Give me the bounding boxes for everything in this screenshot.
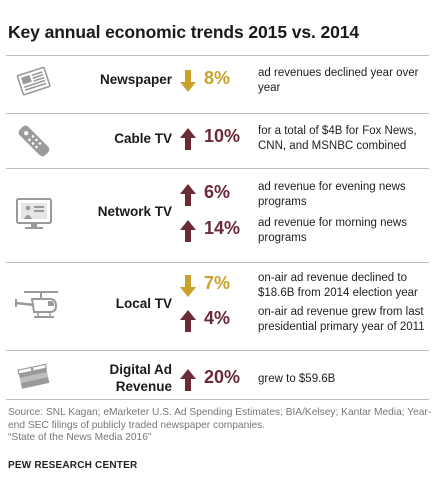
metric-value: 20% bbox=[204, 367, 241, 387]
metric-description: on-air ad revenue grew from last preside… bbox=[258, 306, 425, 333]
metric-description: ad revenue for evening news programs bbox=[258, 181, 406, 208]
row-separator bbox=[6, 113, 429, 114]
row-separator bbox=[6, 350, 429, 351]
source-text: Source: SNL Kagan; eMarketer U.S. Ad Spe… bbox=[8, 407, 432, 431]
source-note: Source: SNL Kagan; eMarketer U.S. Ad Spe… bbox=[8, 407, 438, 445]
metric-description: ad revenues declined year over year bbox=[258, 67, 419, 94]
newspaper-icon bbox=[14, 62, 54, 102]
up-arrow-icon bbox=[180, 310, 196, 332]
money-stack-icon bbox=[14, 356, 54, 396]
source-report: “State of the News Media 2016” bbox=[8, 432, 152, 443]
row-label-newspaper: Newspaper bbox=[99, 72, 172, 87]
row-separator bbox=[6, 168, 429, 169]
brand-logo-text: PEW RESEARCH CENTER bbox=[8, 460, 138, 471]
metric-value: 14% bbox=[204, 218, 241, 238]
row-label-network-tv: Network TV bbox=[97, 204, 172, 219]
up-arrow-icon bbox=[180, 220, 196, 242]
down-arrow-icon bbox=[180, 70, 196, 92]
metric-description: for a total of $4B for Fox News, CNN, an… bbox=[258, 125, 417, 152]
metric-value: 4% bbox=[204, 308, 231, 328]
metric-description: on-air ad revenue declined to $18.6B fro… bbox=[258, 272, 418, 299]
up-arrow-icon bbox=[180, 369, 196, 391]
metric-description: grew to $59.6B bbox=[258, 373, 336, 385]
metric-description: ad revenue for morning news programs bbox=[258, 217, 407, 244]
row-label-digital-ad-revenue: Digital Ad Revenue bbox=[94, 361, 173, 395]
remote-control-icon bbox=[14, 121, 54, 161]
metric-value: 8% bbox=[204, 68, 231, 88]
metric-value: 7% bbox=[204, 273, 231, 293]
television-icon bbox=[14, 194, 54, 234]
row-separator bbox=[6, 55, 429, 56]
up-arrow-icon bbox=[180, 184, 196, 206]
row-label-local-tv: Local TV bbox=[115, 296, 172, 311]
up-arrow-icon bbox=[180, 128, 196, 150]
page-title: Key annual economic trends 2015 vs. 2014 bbox=[8, 22, 360, 42]
row-separator bbox=[6, 399, 429, 400]
metric-value: 10% bbox=[204, 126, 241, 146]
metric-value: 6% bbox=[204, 182, 231, 202]
row-label-cable-tv: Cable TV bbox=[114, 131, 172, 146]
row-label-text: Digital Ad Revenue bbox=[109, 362, 173, 394]
down-arrow-icon bbox=[180, 275, 196, 297]
row-separator bbox=[6, 262, 429, 263]
helicopter-icon bbox=[14, 285, 62, 325]
